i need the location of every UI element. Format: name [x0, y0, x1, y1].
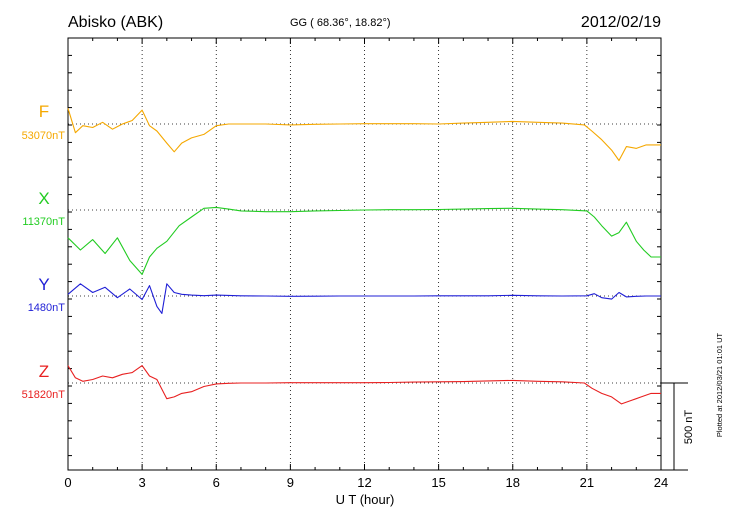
x-tick-label: 0: [64, 475, 71, 490]
x-tick-label: 15: [431, 475, 445, 490]
series-name-z: Z: [39, 362, 49, 381]
coordinates-label: GG ( 68.36°, 18.82°): [290, 17, 391, 29]
x-tick-label: 21: [580, 475, 594, 490]
plotted-timestamp: Plotted at 2012/03/21 01:01 UT: [715, 332, 724, 437]
series-line-y: [67, 283, 661, 314]
series-labels: F 53070nT X 11370nT Y 1480nT Z 51820nT: [22, 102, 66, 401]
series-name-y: Y: [38, 275, 49, 294]
x-axis-label: U T (hour): [336, 492, 395, 507]
scale-bar: 500 nT: [661, 382, 695, 471]
x-tick-label: 6: [213, 475, 220, 490]
series-baseline-z: 51820nT: [22, 389, 66, 401]
x-tick-label: 24: [654, 475, 668, 490]
x-tick-label: 9: [287, 475, 294, 490]
x-tick-label: 18: [506, 475, 520, 490]
x-tick-labels: 0 3 6 9 12 15 18 21 24: [64, 475, 668, 490]
x-tick-label: 3: [139, 475, 146, 490]
series-name-x: X: [38, 189, 49, 208]
series-line-x: [67, 206, 661, 275]
station-title: Abisko (ABK): [68, 14, 163, 31]
date-label: 2012/02/19: [581, 14, 661, 31]
x-tick-label: 12: [357, 475, 371, 490]
scale-bar-label: 500 nT: [683, 410, 695, 445]
axis-ticks: [67, 38, 662, 470]
series-line-z: [67, 365, 661, 405]
grid: [68, 38, 661, 470]
series-baseline-x: 11370nT: [22, 216, 65, 228]
series-line-f: [67, 108, 661, 162]
series-baseline-f: 53070nT: [22, 130, 66, 142]
series-baseline-y: 1480nT: [28, 302, 66, 314]
series-name-f: F: [39, 102, 49, 121]
series-group: [67, 108, 661, 405]
